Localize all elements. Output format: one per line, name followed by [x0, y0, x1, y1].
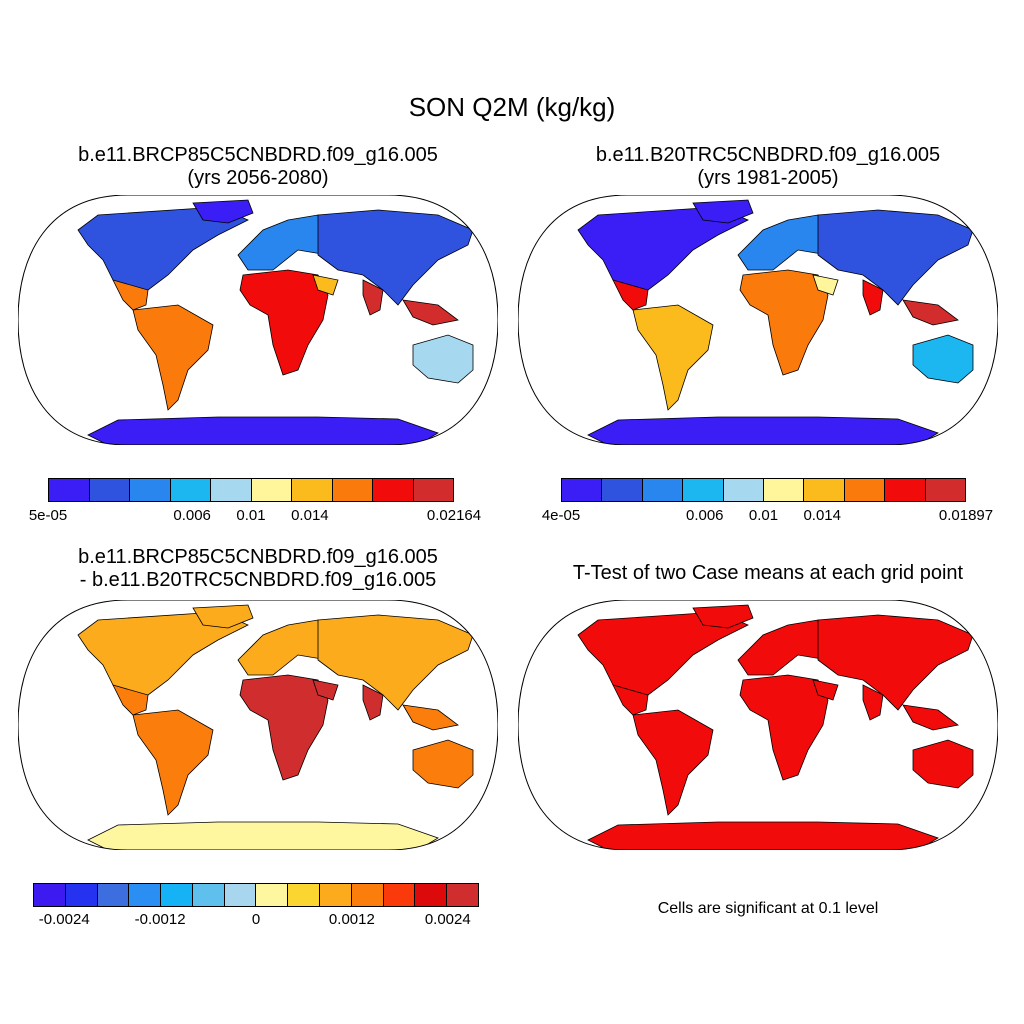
- colorbar-swatch: [723, 479, 765, 501]
- panel-4-land: [577, 604, 974, 850]
- colorbar-swatch: [383, 884, 416, 906]
- panel-1-map-border: [18, 195, 498, 445]
- colorbar-swatch: [320, 884, 352, 906]
- colorbar-swatch: [413, 479, 453, 501]
- colorbar-tick-label: 0.01: [236, 507, 266, 524]
- colorbar-swatch: [351, 884, 384, 906]
- colorbar-swatch: [885, 479, 926, 501]
- panel-2-colorbar: [561, 478, 966, 502]
- panel-3-title-case-a: b.e11.BRCP85C5CNBDRD.f09_g16.005: [78, 546, 438, 568]
- panel-2-colorbar-ticks: 4e-05 0.006 0.01 0.014 0.01897: [542, 507, 993, 527]
- colorbar-swatch: [129, 884, 162, 906]
- panel-2-map: [518, 195, 998, 445]
- colorbar-tick-label: 0.006: [173, 507, 211, 524]
- colorbar-swatch: [332, 479, 373, 501]
- colorbar-swatch: [49, 479, 90, 501]
- colorbar-swatch: [602, 479, 643, 501]
- colorbar-tick-label: -0.0024: [38, 911, 90, 928]
- colorbar-swatch: [764, 479, 805, 501]
- colorbar-tick-label: 0.02164: [426, 507, 482, 524]
- colorbar-swatch: [256, 884, 289, 906]
- colorbar-swatch: [925, 479, 966, 501]
- panel-2-title: b.e11.B20TRC5CNBDRD.f09_g16.005 (yrs 198…: [528, 144, 1008, 190]
- colorbar-swatch: [288, 884, 321, 906]
- colorbar-swatch: [562, 479, 603, 501]
- colorbar-swatch: [642, 479, 684, 501]
- colorbar-tick-label: 0.006: [685, 507, 724, 524]
- colorbar-swatch: [192, 884, 225, 906]
- panel-4-map-border: [518, 600, 998, 850]
- significance-note: Cells are significant at 0.1 level: [657, 900, 879, 917]
- colorbar-tick-label: 0.0024: [424, 911, 471, 928]
- panel-3-land: [77, 604, 474, 850]
- colorbar-tick-label: 0.01: [748, 507, 779, 524]
- colorbar-tick-label: 0.014: [803, 507, 841, 524]
- panel-1-title-years: (yrs 2056-2080): [187, 167, 329, 189]
- colorbar-swatch: [447, 884, 478, 906]
- colorbar-swatch: [34, 884, 66, 906]
- panel-1-colorbar: [48, 478, 454, 502]
- panel-4-title: T-Test of two Case means at each grid po…: [572, 562, 964, 584]
- panel-1-title-case: b.e11.BRCP85C5CNBDRD.f09_g16.005: [78, 144, 438, 166]
- colorbar-swatch: [373, 479, 414, 501]
- colorbar-swatch: [161, 884, 193, 906]
- colorbar-swatch: [251, 479, 292, 501]
- colorbar-tick-label: 0: [251, 911, 261, 928]
- colorbar-swatch: [292, 479, 333, 501]
- colorbar-swatch: [130, 479, 171, 501]
- panel-3-map: [18, 600, 498, 850]
- colorbar-tick-label: 0.0012: [328, 911, 375, 928]
- panel-1-map: [18, 195, 498, 445]
- colorbar-tick-label: 5e-05: [28, 507, 68, 524]
- panel-2-title-years: (yrs 1981-2005): [697, 167, 839, 189]
- colorbar-tick-label: -0.0012: [134, 911, 186, 928]
- colorbar-tick-label: 0.01897: [938, 507, 994, 524]
- colorbar-swatch: [170, 479, 211, 501]
- panel-3-title: b.e11.BRCP85C5CNBDRD.f09_g16.005 - b.e11…: [18, 546, 498, 592]
- colorbar-swatch: [89, 479, 130, 501]
- colorbar-swatch: [683, 479, 724, 501]
- panel-2-land: [577, 199, 974, 445]
- panel-2-title-case: b.e11.B20TRC5CNBDRD.f09_g16.005: [595, 144, 941, 166]
- panel-3-colorbar: [33, 883, 479, 907]
- colorbar-tick-label: 0.014: [291, 507, 329, 524]
- colorbar-swatch: [415, 884, 448, 906]
- panel-3-map-border: [18, 600, 498, 850]
- panel-1-land: [77, 199, 474, 445]
- panel-2-map-border: [518, 195, 998, 445]
- panel-3-colorbar-ticks: -0.0024 -0.0012 0 0.0012 0.0024: [33, 911, 479, 931]
- colorbar-tick-label: 4e-05: [541, 507, 581, 524]
- colorbar-swatch: [844, 479, 886, 501]
- panel-4-map: [518, 600, 998, 850]
- colorbar-swatch: [224, 884, 257, 906]
- colorbar-swatch: [211, 479, 252, 501]
- colorbar-swatch: [97, 884, 130, 906]
- panel-1-colorbar-ticks: 5e-05 0.006 0.01 0.014 0.02164: [29, 507, 481, 527]
- panel-3-title-case-b: - b.e11.B20TRC5CNBDRD.f09_g16.005: [79, 569, 437, 591]
- colorbar-swatch: [804, 479, 845, 501]
- colorbar-swatch: [65, 884, 98, 906]
- figure-title: SON Q2M (kg/kg): [408, 92, 616, 122]
- panel-1-title: b.e11.BRCP85C5CNBDRD.f09_g16.005 (yrs 20…: [18, 144, 498, 190]
